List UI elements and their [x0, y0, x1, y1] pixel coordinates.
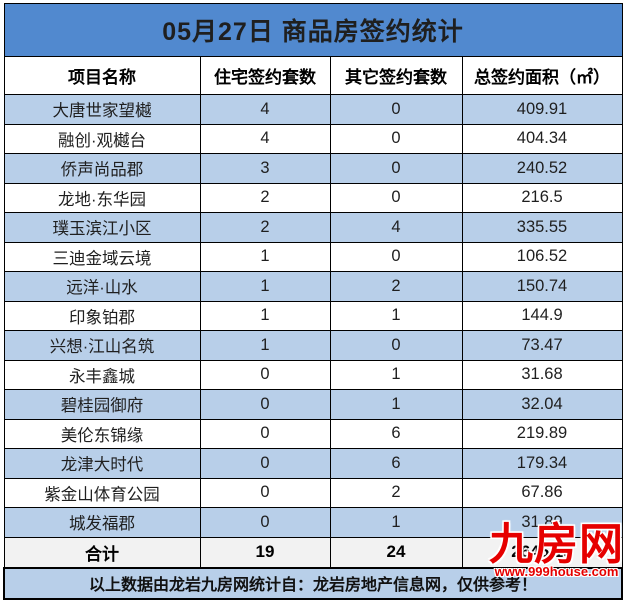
cell-residential-units: 4 — [199, 123, 331, 154]
total-other-units: 24 — [329, 536, 463, 568]
cell-residential-units: 4 — [199, 94, 331, 125]
cell-project-name: 碧桂园御府 — [3, 389, 201, 420]
cell-other-units: 0 — [329, 182, 463, 213]
cell-project-name: 永丰鑫城 — [3, 359, 201, 390]
cell-residential-units: 1 — [199, 300, 331, 331]
cell-residential-units: 0 — [199, 418, 331, 449]
cell-other-units: 6 — [329, 448, 463, 479]
cell-other-units: 1 — [329, 300, 463, 331]
cell-project-name: 城发福郡 — [3, 507, 201, 538]
cell-residential-units: 1 — [199, 330, 331, 361]
cell-total-area: 31.68 — [461, 359, 623, 390]
cell-total-area: 179.34 — [461, 448, 623, 479]
title-row: 05月27日 商品房签约统计 — [3, 3, 623, 57]
column-header-residential-units: 住宅签约套数 — [199, 56, 331, 95]
cell-total-area: 106.52 — [461, 241, 623, 272]
cell-other-units: 1 — [329, 389, 463, 420]
cell-project-name: 璞玉滨江小区 — [3, 212, 201, 243]
cell-project-name: 紫金山体育公园 — [3, 477, 201, 508]
cell-other-units: 0 — [329, 123, 463, 154]
cell-total-area: 240.52 — [461, 153, 623, 184]
cell-other-units: 0 — [329, 94, 463, 125]
table-row: 三迪金域云境 1 0 106.52 — [3, 241, 623, 272]
cell-residential-units: 0 — [199, 359, 331, 390]
cell-other-units: 0 — [329, 153, 463, 184]
cell-total-area: 409.91 — [461, 94, 623, 125]
cell-other-units: 1 — [329, 507, 463, 538]
table-row: 永丰鑫城 0 1 31.68 — [3, 359, 623, 390]
table-row: 龙津大时代 0 6 179.34 — [3, 448, 623, 479]
total-residential-units: 19 — [199, 536, 331, 568]
column-header-project-name: 项目名称 — [3, 56, 201, 95]
cell-total-area: 144.9 — [461, 300, 623, 331]
cell-total-area: 404.34 — [461, 123, 623, 154]
cell-other-units: 1 — [329, 359, 463, 390]
table-row: 龙地·东华园 2 0 216.5 — [3, 182, 623, 213]
cell-other-units: 0 — [329, 241, 463, 272]
table-row: 远洋·山水 1 2 150.74 — [3, 271, 623, 302]
cell-project-name: 三迪金域云境 — [3, 241, 201, 272]
cell-total-area: 219.89 — [461, 418, 623, 449]
cell-total-area: 73.47 — [461, 330, 623, 361]
cell-other-units: 4 — [329, 212, 463, 243]
cell-project-name: 龙地·东华园 — [3, 182, 201, 213]
cell-other-units: 6 — [329, 418, 463, 449]
cell-project-name: 大唐世家望樾 — [3, 94, 201, 125]
cell-other-units: 2 — [329, 477, 463, 508]
cell-other-units: 2 — [329, 271, 463, 302]
cell-residential-units: 0 — [199, 389, 331, 420]
cell-total-area: 150.74 — [461, 271, 623, 302]
cell-project-name: 侨声尚品郡 — [3, 153, 201, 184]
cell-residential-units: 0 — [199, 507, 331, 538]
column-header-other-units: 其它签约套数 — [329, 56, 463, 95]
table-row: 璞玉滨江小区 2 4 335.55 — [3, 212, 623, 243]
cell-project-name: 龙津大时代 — [3, 448, 201, 479]
cell-project-name: 兴想·江山名筑 — [3, 330, 201, 361]
cell-total-area: 335.55 — [461, 212, 623, 243]
table-row: 兴想·江山名筑 1 0 73.47 — [3, 330, 623, 361]
cell-project-name: 远洋·山水 — [3, 271, 201, 302]
table-row: 大唐世家望樾 4 0 409.91 — [3, 94, 623, 125]
cell-total-area: 31.89 — [461, 507, 623, 538]
table-row: 碧桂园御府 0 1 32.04 — [3, 389, 623, 420]
cell-residential-units: 1 — [199, 271, 331, 302]
table-row: 美伦东锦缘 0 6 219.89 — [3, 418, 623, 449]
cell-residential-units: 0 — [199, 448, 331, 479]
table-row: 侨声尚品郡 3 0 240.52 — [3, 153, 623, 184]
table-row: 城发福郡 0 1 31.89 — [3, 507, 623, 538]
total-row: 合计 19 24 2645.15 — [3, 536, 623, 568]
table-row: 紫金山体育公园 0 2 67.86 — [3, 477, 623, 508]
cell-total-area: 216.5 — [461, 182, 623, 213]
cell-project-name: 融创·观樾台 — [3, 123, 201, 154]
cell-residential-units: 2 — [199, 182, 331, 213]
cell-total-area: 67.86 — [461, 477, 623, 508]
cell-residential-units: 0 — [199, 477, 331, 508]
cell-other-units: 0 — [329, 330, 463, 361]
total-label: 合计 — [3, 536, 201, 568]
cell-residential-units: 1 — [199, 241, 331, 272]
cell-residential-units: 2 — [199, 212, 331, 243]
signing-stats-table: 05月27日 商品房签约统计 项目名称 住宅签约套数 其它签约套数 总签约面积（… — [3, 3, 623, 600]
table-row: 融创·观樾台 4 0 404.34 — [3, 123, 623, 154]
column-header-row: 项目名称 住宅签约套数 其它签约套数 总签约面积（㎡） — [3, 56, 623, 95]
cell-total-area: 32.04 — [461, 389, 623, 420]
footer-row: 以上数据由龙岩九房网统计自：龙岩房地产信息网，仅供参考！ — [3, 566, 623, 600]
signing-stats-sheet: 05月27日 商品房签约统计 项目名称 住宅签约套数 其它签约套数 总签约面积（… — [3, 3, 623, 600]
page-title: 05月27日 商品房签约统计 — [3, 3, 623, 57]
footer-note: 以上数据由龙岩九房网统计自：龙岩房地产信息网，仅供参考！ — [3, 566, 623, 600]
cell-project-name: 印象铂郡 — [3, 300, 201, 331]
column-header-total-area: 总签约面积（㎡） — [461, 56, 623, 95]
cell-residential-units: 3 — [199, 153, 331, 184]
cell-project-name: 美伦东锦缘 — [3, 418, 201, 449]
total-area: 2645.15 — [461, 536, 623, 568]
table-row: 印象铂郡 1 1 144.9 — [3, 300, 623, 331]
